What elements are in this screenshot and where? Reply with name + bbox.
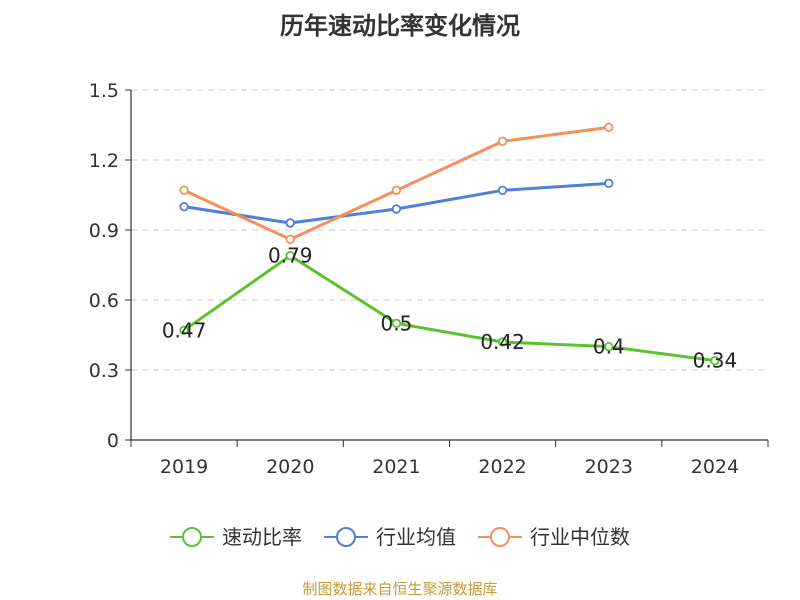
y-tick-label: 0.3	[89, 360, 119, 382]
data-point[interactable]	[710, 355, 720, 366]
y-tick-label: 0.9	[89, 220, 119, 242]
data-point[interactable]	[604, 178, 614, 189]
data-label: 0.42	[480, 330, 525, 354]
data-point[interactable]	[285, 250, 295, 261]
source-note: 制图数据来自恒生聚源数据库	[302, 580, 498, 598]
data-point[interactable]	[179, 201, 189, 212]
data-point[interactable]	[604, 341, 614, 352]
legend-marker-icon	[182, 527, 202, 547]
data-label: 0.79	[268, 244, 313, 268]
data-point[interactable]	[179, 325, 189, 336]
series-line	[183, 125, 609, 241]
data-point[interactable]	[285, 218, 295, 228]
data-point[interactable]	[391, 185, 402, 196]
data-point[interactable]	[497, 337, 508, 347]
data-label: 0.4	[593, 335, 625, 359]
legend-label: 速动比率	[222, 525, 302, 549]
data-label: 0.34	[693, 349, 738, 373]
data-label: 0.47	[162, 318, 207, 342]
legend-marker-icon	[490, 527, 510, 547]
data-point[interactable]	[179, 185, 189, 196]
x-tick-label: 2022	[478, 456, 526, 478]
y-tick-label: 0.6	[89, 290, 119, 312]
y-tick-label: 0	[107, 430, 119, 452]
legend-item[interactable]: 速动比率	[170, 525, 302, 549]
axes: 0 0.3 0.6 0.9 1.2 1.5 2019 2020 2021 2022 2023 2024	[89, 80, 769, 478]
legend-label: 行业均值	[376, 525, 456, 549]
legend-marker-icon	[336, 527, 356, 547]
x-tick-label: 2019	[160, 456, 208, 478]
data-point[interactable]	[391, 204, 402, 214]
data-point[interactable]	[497, 185, 508, 196]
data-point[interactable]	[497, 136, 508, 147]
data-label: 0.5	[381, 311, 413, 335]
legend: 速动比率 行业均值 行业中位数	[170, 525, 630, 549]
y-tick-label: 1.2	[89, 150, 119, 172]
y-tick-label: 1.5	[89, 80, 119, 102]
legend-item[interactable]: 行业中位数	[478, 525, 630, 549]
series-line	[183, 254, 716, 363]
data-labels: 0.47 0.79 0.5 0.42 0.4 0.34	[162, 244, 737, 373]
series-lines	[179, 122, 720, 366]
data-point[interactable]	[285, 234, 295, 245]
legend-label: 行业中位数	[530, 525, 630, 549]
chart-title: 历年速动比率变化情况	[280, 12, 520, 40]
x-tick-label: 2021	[372, 456, 420, 478]
x-tick-label: 2023	[585, 456, 633, 478]
data-point[interactable]	[604, 122, 614, 133]
x-tick-label: 2020	[266, 456, 314, 478]
grid-lines	[131, 89, 768, 371]
legend-item[interactable]: 行业均值	[324, 525, 456, 549]
data-point[interactable]	[391, 318, 402, 329]
x-tick-label: 2024	[691, 456, 739, 478]
